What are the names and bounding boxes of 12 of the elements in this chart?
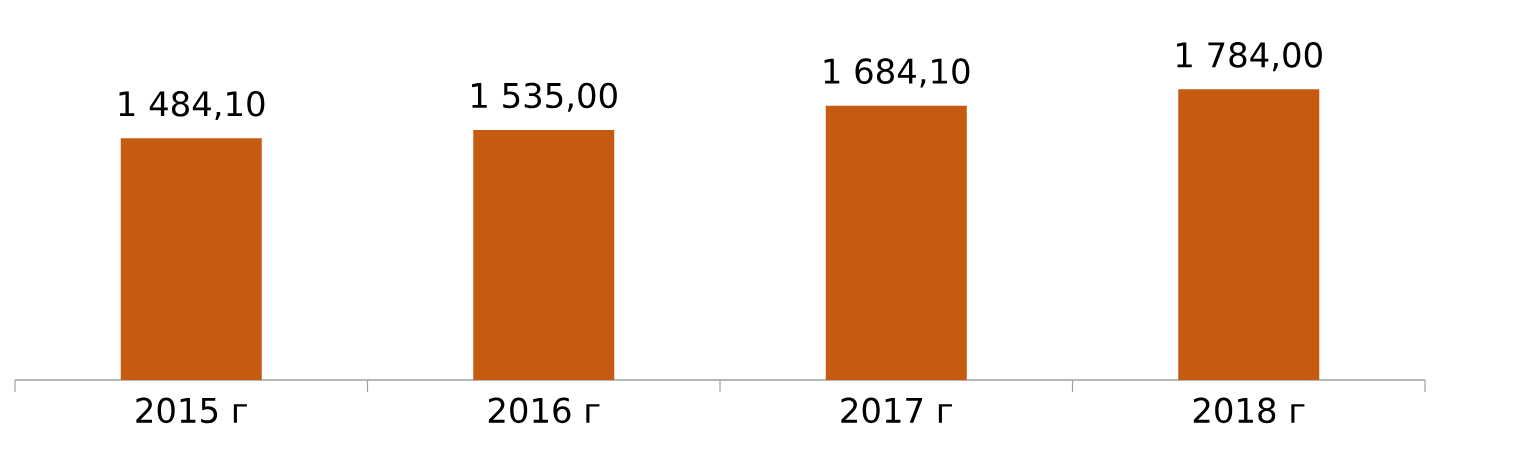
x-tick-label: 2018 г — [1193, 397, 1305, 424]
data-label: 1 535,00 — [472, 82, 617, 112]
x-tick-label: 2017 г — [841, 397, 952, 424]
bar — [473, 129, 615, 380]
bar — [1178, 89, 1320, 380]
data-label: 1 684,10 — [824, 58, 970, 88]
x-tick-label: 2015 г — [136, 397, 247, 424]
bar — [120, 138, 262, 380]
data-label: 1 784,00 — [1177, 42, 1322, 72]
data-label: 1 484,10 — [119, 90, 265, 121]
bar — [825, 105, 967, 380]
x-tick-label: 2016 г — [488, 397, 600, 424]
